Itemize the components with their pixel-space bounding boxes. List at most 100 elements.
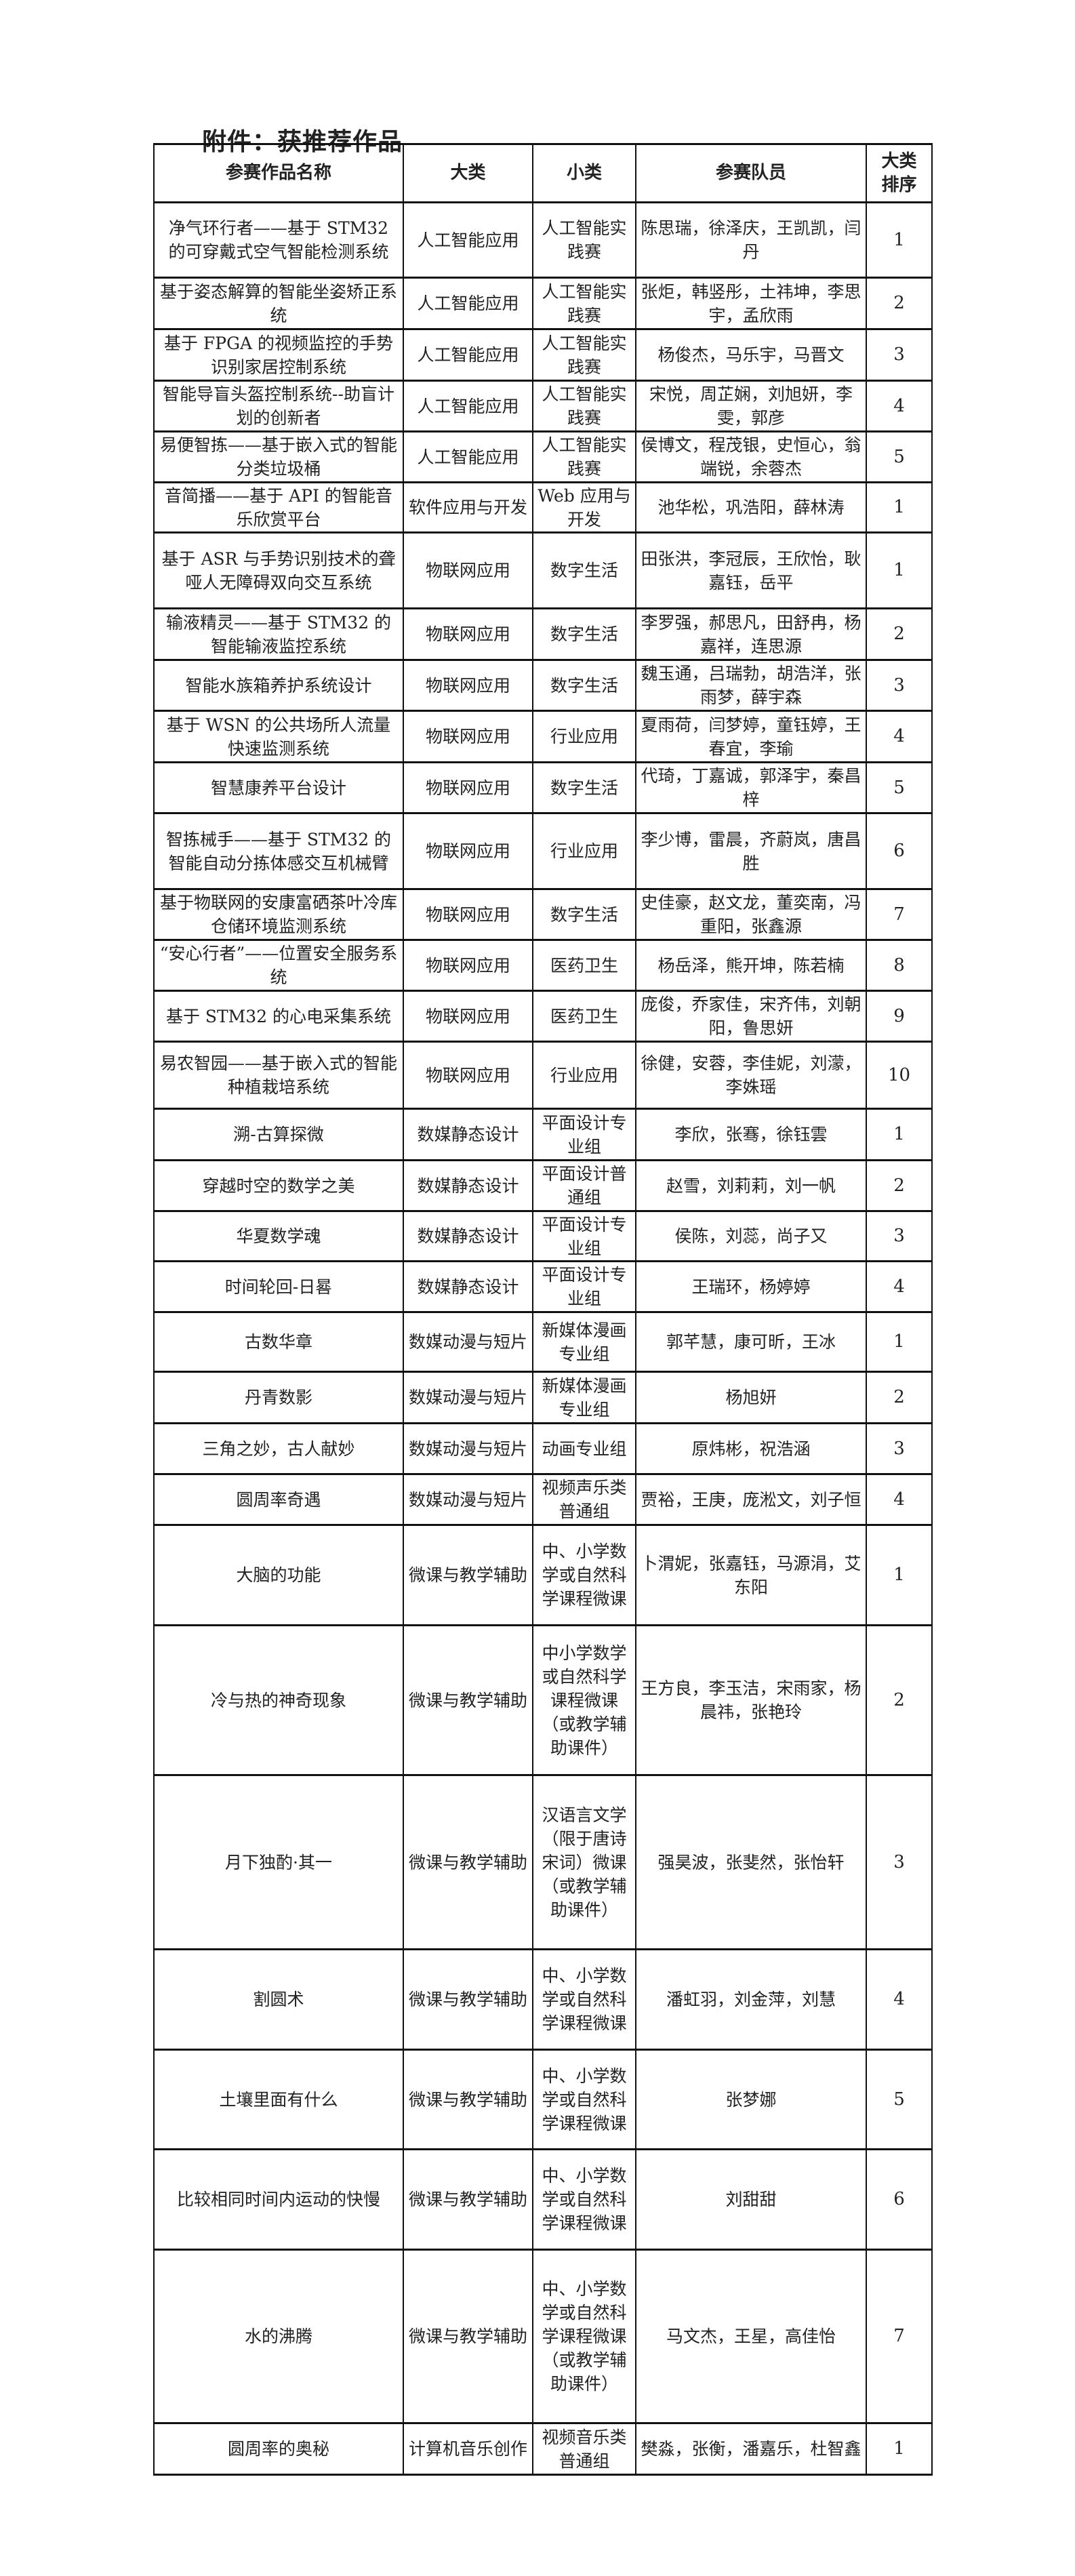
rank-cell: 3 <box>866 1774 933 1950</box>
table-body: 净气环行者——基于 STM32 的可穿戴式空气智能检测系统 人工智能应用 人工智能实… <box>153 201 933 2476</box>
work-name-cell: 土壤里面有什么 <box>153 2049 404 2150</box>
minor-category-cell: 视频声乐类普通组 <box>532 1473 636 1526</box>
rank-cell: 5 <box>866 761 933 814</box>
work-name-cell: 基于物联网的安康富硒茶叶冷库仓储环境监测系统 <box>153 888 404 941</box>
team-members-cell: 卜渭妮，张嘉钰，马源涓，艾东阳 <box>635 1524 867 1626</box>
table-row: 比较相同时间内运动的快慢 微课与教学辅助 中、小学数学或自然科学课程微课 刘甜甜 6 <box>153 2148 933 2251</box>
minor-category-cell: 人工智能实践赛 <box>532 201 636 279</box>
team-members-cell: 李少博，雷晨，齐蔚岚，唐昌胜 <box>635 812 867 890</box>
minor-category-cell: 数字生活 <box>532 888 636 941</box>
work-name-cell: 智慧康养平台设计 <box>153 761 404 814</box>
table-row: 水的沸腾 微课与教学辅助 中、小学数学或自然科学课程微课（或教学辅助课件） 马文杰，王… <box>153 2249 933 2424</box>
major-category-cell: 数媒静态设计 <box>403 1159 533 1212</box>
rank-cell: 6 <box>866 812 933 890</box>
work-name-cell: 大脑的功能 <box>153 1524 404 1626</box>
minor-category-cell: 行业应用 <box>532 1041 636 1110</box>
table-row: 基于 STM32 的心电采集系统 物联网应用 医药卫生 庞俊，乔家佳，宋齐伟，刘朝阳，… <box>153 990 933 1043</box>
table-row: 时间轮回-日晷 数媒静态设计 平面设计专业组 王瑞环，杨婷婷 4 <box>153 1260 933 1313</box>
work-name-cell: 比较相同时间内运动的快慢 <box>153 2148 404 2251</box>
team-members-cell: 田张洪，李冠辰，王欣怡，耿嘉钰，岳平 <box>635 531 867 609</box>
work-name-cell: 冷与热的神奇现象 <box>153 1624 404 1776</box>
team-members-cell: 侯博文，程茂银，史恒心，翁端锐，余蓉杰 <box>635 430 867 483</box>
work-name-cell: 输液精灵——基于 STM32 的智能输液监控系统 <box>153 607 404 661</box>
team-members-cell: 魏玉通，吕瑞勃，胡浩洋，张雨梦，薛宇森 <box>635 659 867 712</box>
table-row: 基于 FPGA 的视频监控的手势识别家居控制系统 人工智能应用 人工智能实践赛 杨俊杰… <box>153 328 933 382</box>
rank-cell: 1 <box>866 1524 933 1626</box>
work-name-cell: 三角之妙，古人献妙 <box>153 1422 404 1475</box>
rank-cell: 3 <box>866 328 933 382</box>
table-row: 穿越时空的数学之美 数媒静态设计 平面设计普通组 赵雪，刘莉莉，刘一帆 2 <box>153 1159 933 1212</box>
rank-cell: 9 <box>866 990 933 1043</box>
work-name-cell: 穿越时空的数学之美 <box>153 1159 404 1212</box>
rank-cell: 3 <box>866 659 933 712</box>
minor-category-cell: 行业应用 <box>532 710 636 763</box>
minor-category-cell: 平面设计专业组 <box>532 1108 636 1161</box>
rank-cell: 10 <box>866 1041 933 1110</box>
minor-category-cell: 中、小学数学或自然科学课程微课 <box>532 1524 636 1626</box>
team-members-cell: 郭芊慧，康可昕，王冰 <box>635 1311 867 1373</box>
minor-category-cell: 数字生活 <box>532 761 636 814</box>
team-members-cell: 夏雨荷，闫梦婷，童钰婷，王春宜，李瑜 <box>635 710 867 763</box>
table-row: 古数华章 数媒动漫与短片 新媒体漫画专业组 郭芊慧，康可昕，王冰 1 <box>153 1311 933 1373</box>
major-category-cell: 微课与教学辅助 <box>403 1524 533 1626</box>
minor-category-cell: 中、小学数学或自然科学课程微课 <box>532 1948 636 2051</box>
team-members-cell: 李罗强，郝思凡，田舒冉，杨嘉祥，连思源 <box>635 607 867 661</box>
work-name-cell: 音简播——基于 API 的智能音乐欣赏平台 <box>153 481 404 534</box>
major-category-cell: 数媒动漫与短片 <box>403 1371 533 1424</box>
minor-category-cell: 人工智能实践赛 <box>532 328 636 382</box>
team-members-cell: 李欣，张骞，徐钰雲 <box>635 1108 867 1161</box>
table-row: 华夏数学魂 数媒静态设计 平面设计专业组 侯陈，刘蕊，尚子又 3 <box>153 1210 933 1262</box>
table-row: 音简播——基于 API 的智能音乐欣赏平台 软件应用与开发 Web 应用与开发 池华松… <box>153 481 933 534</box>
team-members-cell: 樊淼，张衡，潘嘉乐，杜智鑫 <box>635 2422 867 2476</box>
minor-category-cell: 动画专业组 <box>532 1422 636 1475</box>
team-members-cell: 陈思瑞，徐泽庆，王凯凯，闫丹 <box>635 201 867 279</box>
table-row: 基于 ASR 与手势识别技术的聋哑人无障碍双向交互系统 物联网应用 数字生活 田张洪，… <box>153 531 933 609</box>
table-header-row: 参赛作品名称 大类 小类 参赛队员 大类排序 <box>153 143 933 203</box>
table-row: 智能导盲头盔控制系统--助盲计划的创新者 人工智能应用 人工智能实践赛 宋悦，周芷娴，… <box>153 380 933 432</box>
header-minor-category: 小类 <box>532 143 636 203</box>
team-members-cell: 杨俊杰，马乐宇，马晋文 <box>635 328 867 382</box>
rank-cell: 2 <box>866 1159 933 1212</box>
rank-cell: 8 <box>866 939 933 992</box>
rank-cell: 1 <box>866 531 933 609</box>
work-name-cell: 智能水族箱养护系统设计 <box>153 659 404 712</box>
rank-cell: 2 <box>866 1371 933 1424</box>
major-category-cell: 物联网应用 <box>403 710 533 763</box>
minor-category-cell: 视频音乐类普通组 <box>532 2422 636 2476</box>
work-name-cell: “安心行者”——位置安全服务系统 <box>153 939 404 992</box>
work-name-cell: 溯-古算探微 <box>153 1108 404 1161</box>
team-members-cell: 杨旭妍 <box>635 1371 867 1424</box>
table-row: 智能水族箱养护系统设计 物联网应用 数字生活 魏玉通，吕瑞勃，胡浩洋，张雨梦，薛宇森 3 <box>153 659 933 712</box>
recommended-works-table: 参赛作品名称 大类 小类 参赛队员 大类排序 净气环行者——基于 STM32 的… <box>153 143 933 2476</box>
rank-cell: 4 <box>866 1948 933 2051</box>
rank-cell: 1 <box>866 481 933 534</box>
work-name-cell: 割圆术 <box>153 1948 404 2051</box>
work-name-cell: 基于 WSN 的公共场所人流量快速监测系统 <box>153 710 404 763</box>
major-category-cell: 物联网应用 <box>403 990 533 1043</box>
minor-category-cell: 中、小学数学或自然科学课程微课 <box>532 2148 636 2251</box>
minor-category-cell: 汉语言文学（限于唐诗宋词）微课（或教学辅助课件） <box>532 1774 636 1950</box>
table-row: 基于 WSN 的公共场所人流量快速监测系统 物联网应用 行业应用 夏雨荷，闫梦婷，童钰… <box>153 710 933 763</box>
header-work-name: 参赛作品名称 <box>153 143 404 203</box>
rank-cell: 2 <box>866 607 933 661</box>
header-major-category: 大类 <box>403 143 533 203</box>
minor-category-cell: 人工智能实践赛 <box>532 430 636 483</box>
work-name-cell: 月下独酌·其一 <box>153 1774 404 1950</box>
table-row: 输液精灵——基于 STM32 的智能输液监控系统 物联网应用 数字生活 李罗强，郝思凡… <box>153 607 933 661</box>
rank-cell: 1 <box>866 201 933 279</box>
major-category-cell: 数媒动漫与短片 <box>403 1311 533 1373</box>
table-row: 土壤里面有什么 微课与教学辅助 中、小学数学或自然科学课程微课 张梦娜 5 <box>153 2049 933 2150</box>
table-row: 圆周率奇遇 数媒动漫与短片 视频声乐类普通组 贾裕，王庚，庞淞文，刘子恒 4 <box>153 1473 933 1526</box>
table-row: 三角之妙，古人献妙 数媒动漫与短片 动画专业组 原炜彬，祝浩涵 3 <box>153 1422 933 1475</box>
work-name-cell: 圆周率的奥秘 <box>153 2422 404 2476</box>
major-category-cell: 人工智能应用 <box>403 430 533 483</box>
work-name-cell: 净气环行者——基于 STM32 的可穿戴式空气智能检测系统 <box>153 201 404 279</box>
table-row: 大脑的功能 微课与教学辅助 中、小学数学或自然科学课程微课 卜渭妮，张嘉钰，马源涓，艾… <box>153 1524 933 1626</box>
minor-category-cell: 数字生活 <box>532 607 636 661</box>
minor-category-cell: 平面设计普通组 <box>532 1159 636 1212</box>
major-category-cell: 物联网应用 <box>403 761 533 814</box>
rank-cell: 3 <box>866 1210 933 1262</box>
team-members-cell: 侯陈，刘蕊，尚子又 <box>635 1210 867 1262</box>
minor-category-cell: 新媒体漫画专业组 <box>532 1371 636 1424</box>
work-name-cell: 易农智园——基于嵌入式的智能种植栽培系统 <box>153 1041 404 1110</box>
